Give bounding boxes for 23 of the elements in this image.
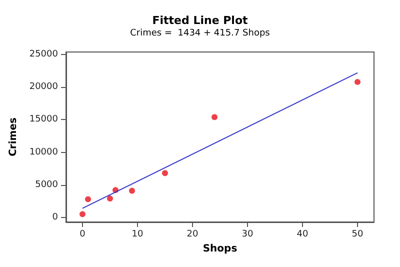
x-tick-label: 50 (352, 230, 364, 240)
x-tick-label: 10 (132, 230, 144, 240)
x-tick-label: 30 (242, 230, 254, 240)
y-tick-label: 5000 (35, 180, 58, 190)
point (80, 211, 86, 218)
chart-title: Fitted Line Plot (152, 14, 248, 27)
y-axis-title: Crimes (8, 118, 19, 156)
point (162, 170, 168, 176)
y-tick-label: 15000 (29, 114, 58, 125)
y-tick-label: 0 (52, 212, 58, 222)
y-tick-label: 10000 (29, 147, 58, 158)
point (354, 78, 360, 85)
point (212, 114, 218, 120)
y-tick-label: 20000 (29, 82, 58, 92)
x-tick-label: 40 (296, 230, 308, 240)
x-tick-label: 20 (186, 230, 198, 240)
point (85, 196, 91, 202)
point (107, 196, 113, 202)
chart-subtitle: Crimes = 1434 + 415.7 Shops (130, 28, 270, 38)
y-tick-label: 25000 (29, 50, 58, 60)
x-tick-label: 0 (80, 230, 86, 240)
point (129, 188, 135, 194)
x-axis-title: Shops (202, 243, 238, 254)
